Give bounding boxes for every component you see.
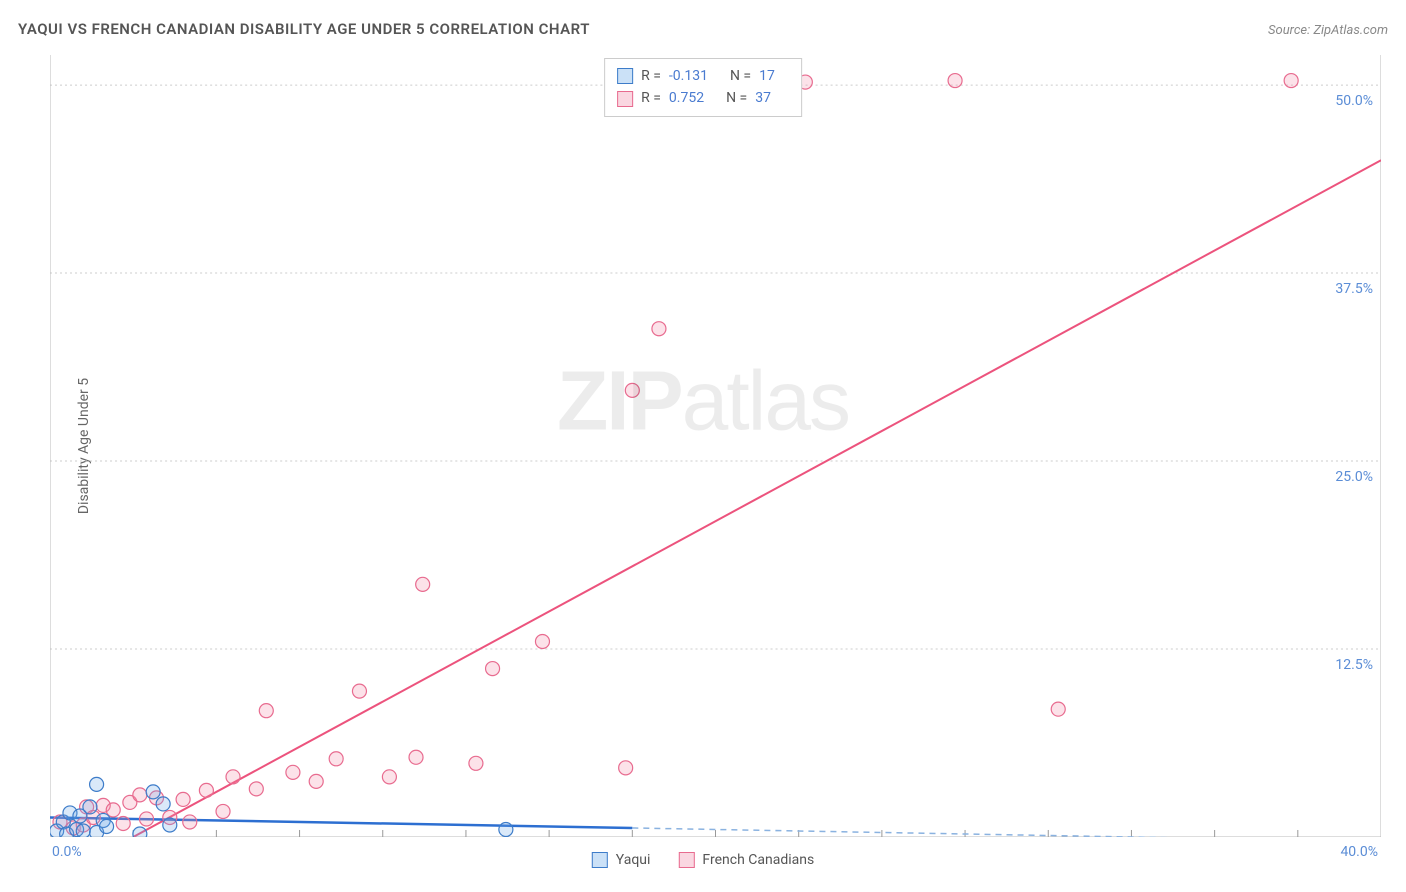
scatter-plot-svg: 12.5% 25.0% 37.5% 50.0%	[50, 55, 1381, 837]
swatch-french-icon	[678, 852, 694, 868]
x-axis-start-label: 0.0%	[52, 841, 82, 860]
correlation-stats-legend: R = -0.131 N = 17 R = 0.752 N = 37	[604, 58, 802, 117]
svg-text:12.5%: 12.5%	[1335, 657, 1373, 673]
series-legend: Yaqui French Canadians	[592, 852, 814, 868]
stats-row-french: R = 0.752 N = 37	[617, 87, 789, 109]
swatch-yaqui-icon	[592, 852, 608, 868]
chart-title: YAQUI VS FRENCH CANADIAN DISABILITY AGE …	[18, 20, 590, 38]
swatch-yaqui	[617, 68, 633, 84]
svg-text:50.0%: 50.0%	[1335, 93, 1373, 109]
swatch-french	[617, 91, 633, 107]
svg-text:37.5%: 37.5%	[1335, 281, 1373, 297]
legend-item-french: French Canadians	[678, 852, 814, 868]
chart-plot-area: 12.5% 25.0% 37.5% 50.0%	[50, 55, 1381, 837]
x-axis-end-label: 40.0%	[1340, 841, 1378, 860]
source-attribution: Source: ZipAtlas.com	[1268, 23, 1388, 38]
legend-item-yaqui: Yaqui	[592, 852, 651, 868]
stats-row-yaqui: R = -0.131 N = 17	[617, 65, 789, 87]
svg-text:25.0%: 25.0%	[1335, 469, 1373, 485]
